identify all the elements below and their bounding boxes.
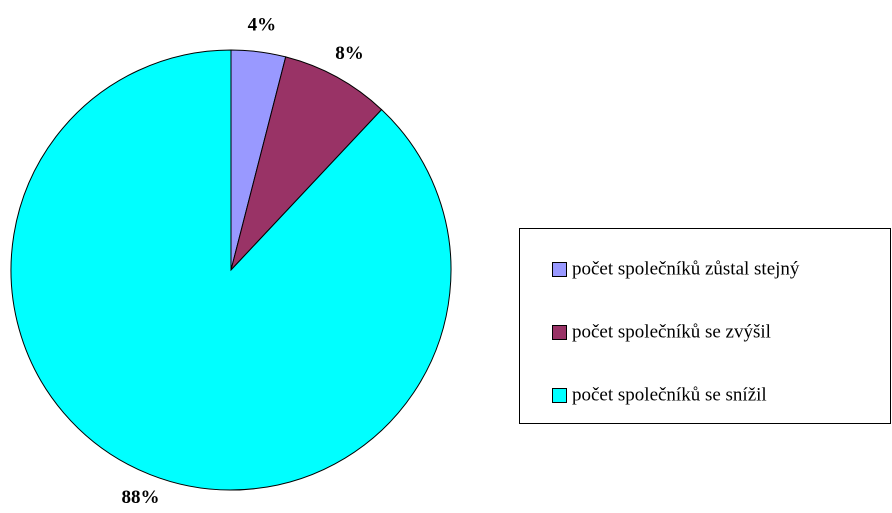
legend-swatch xyxy=(552,388,567,403)
pie-slice xyxy=(10,49,452,491)
data-label: 4% xyxy=(248,14,277,35)
pie-slice xyxy=(230,56,383,271)
legend-label: počet společníků se snížil xyxy=(572,384,767,405)
data-label: 8% xyxy=(335,43,364,64)
legend-label: počet společníků se zvýšil xyxy=(572,321,771,342)
legend xyxy=(519,228,891,424)
data-label: 88% xyxy=(121,487,159,508)
legend-label: počet společníků zůstal stejný xyxy=(572,258,800,279)
legend-swatch xyxy=(552,262,567,277)
legend-swatch xyxy=(552,325,567,340)
